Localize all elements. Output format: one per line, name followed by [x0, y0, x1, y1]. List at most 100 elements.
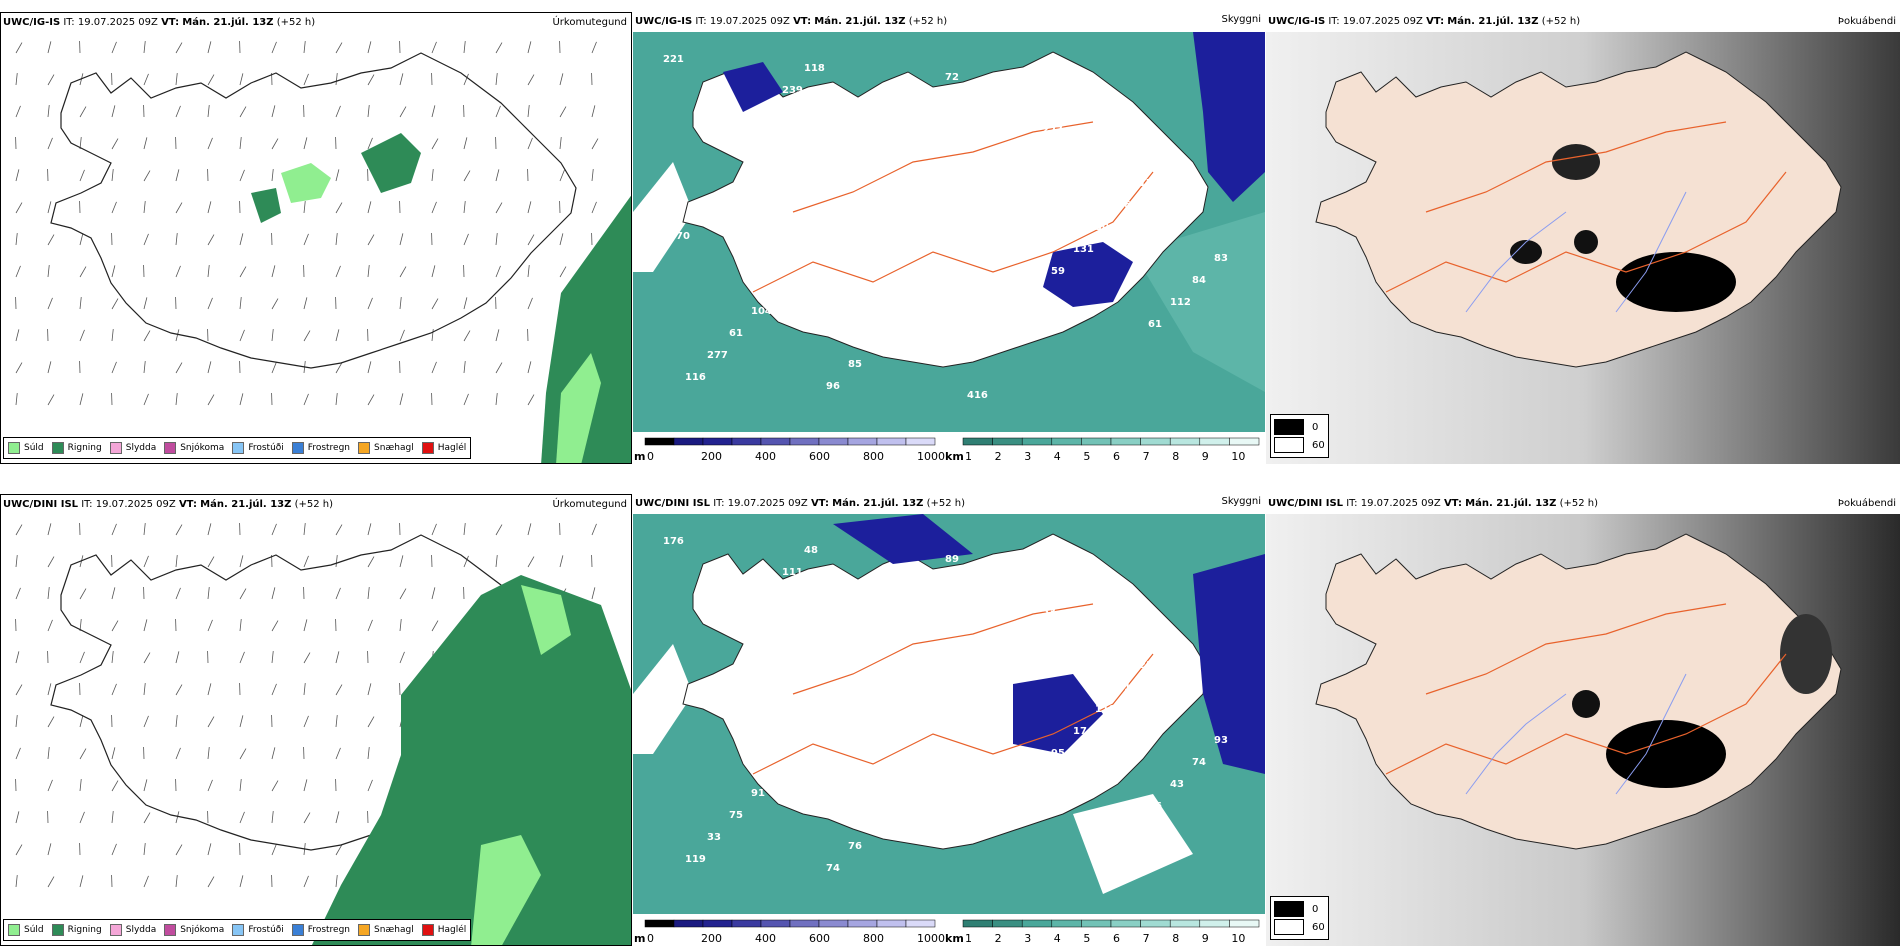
- wind-barb: [47, 619, 53, 632]
- cloud-base-label: 236: [1139, 660, 1160, 671]
- wind-barb: [15, 362, 23, 374]
- wind-barb: [79, 106, 87, 118]
- wind-barb: [207, 843, 212, 856]
- wind-barb: [143, 555, 149, 568]
- cloud-base-label: 293: [879, 138, 900, 149]
- wind-barb: [175, 524, 183, 536]
- wind-barb: [367, 394, 375, 406]
- wind-barb: [79, 393, 84, 406]
- wind-barb: [15, 329, 20, 342]
- wind-barb: [495, 329, 500, 342]
- wind-barb: [271, 843, 277, 856]
- cloud-base-label: 104: [751, 306, 772, 317]
- wind-barb: [175, 747, 181, 760]
- wind-barb: [143, 523, 146, 536]
- height-scale-unit: m: [634, 932, 645, 944]
- legend-item: Snjókoma: [164, 442, 224, 454]
- cloud-base-label: 85: [848, 359, 862, 370]
- visibility-scale-tick: 9: [1202, 450, 1209, 462]
- low-cloud-area: [833, 514, 973, 564]
- legend-swatch: [232, 924, 245, 936]
- wind-barb: [271, 683, 277, 696]
- cloud-panel-top: 221 262 132 98 59 61 116 239 293 119 131 112 277 118 1…: [633, 12, 1265, 464]
- precip-legend: Súld Rigning Slydda Snjókoma Frostúði Frostre…: [3, 437, 472, 459]
- wind-barb: [143, 812, 151, 824]
- wind-barb: [175, 811, 180, 824]
- visibility-scale-swatch: [992, 437, 1023, 446]
- wind-barb: [559, 233, 564, 246]
- wind-barb: [207, 523, 212, 536]
- cloud-base-label: 72: [945, 72, 959, 83]
- cloud-base-label: 277: [707, 350, 728, 361]
- fog-area: [1606, 720, 1726, 788]
- wind-barb: [15, 73, 18, 86]
- wind-barb: [303, 779, 308, 792]
- wind-barb: [207, 361, 212, 374]
- legend-item: Rigning: [51, 924, 102, 936]
- precip-panel-bottom: UWC/DINI ISL IT: 19.07.2025 09Z VT: Mán.…: [0, 494, 632, 946]
- height-scale-swatch: [818, 437, 849, 446]
- wind-barb: [143, 652, 151, 664]
- visibility-scale-unit: km: [945, 932, 964, 944]
- wind-barb: [335, 875, 338, 888]
- cloud-base-label: 118: [804, 63, 825, 74]
- legend-label: Snjókoma: [180, 443, 225, 453]
- visibility-scale-swatch: [962, 437, 993, 446]
- fog-legend-row: 0: [1274, 900, 1325, 918]
- legend-item: Rigning: [51, 442, 102, 454]
- wind-barb: [399, 329, 405, 342]
- wind-barb: [335, 202, 343, 214]
- wind-barb: [271, 523, 277, 536]
- wind-barb: [239, 169, 245, 182]
- legend-label: Snæhagl: [374, 925, 414, 935]
- cloud-base-label: 84: [1192, 275, 1206, 286]
- wind-barb: [111, 620, 119, 632]
- wind-barb: [335, 524, 343, 536]
- visibility-scale-swatch: [1051, 919, 1082, 928]
- wind-barb: [303, 137, 308, 150]
- wind-barb: [79, 715, 84, 728]
- visibility-scale-swatch: [1199, 919, 1230, 928]
- wind-barb: [239, 619, 242, 632]
- wind-barb: [239, 555, 244, 568]
- wind-barb: [79, 588, 87, 600]
- wind-barb: [207, 876, 215, 888]
- wind-barb: [463, 361, 466, 374]
- fog-legend: 0 60: [1270, 414, 1329, 458]
- panel-title: Þokuábendi: [1837, 498, 1896, 509]
- wind-barb: [207, 297, 213, 310]
- cloud-base-label: 56: [901, 598, 915, 609]
- wind-barb: [271, 265, 276, 278]
- wind-barb: [463, 523, 466, 536]
- cloud-base-label: 227: [1042, 125, 1063, 136]
- cloud-base-label: 74: [826, 863, 840, 874]
- cloud-base-label: 239: [782, 85, 803, 96]
- cloud-base-label: 103: [998, 169, 1019, 180]
- legend-item: Frostregn: [291, 924, 350, 936]
- visibility-scale-tick: 3: [1024, 932, 1031, 944]
- cloud-base-label: 174: [1073, 726, 1094, 737]
- wind-barb: [367, 587, 370, 600]
- wind-barb: [15, 233, 18, 246]
- wind-barb: [47, 779, 53, 792]
- wind-barb: [143, 233, 149, 246]
- visibility-scale-tick: 2: [995, 932, 1002, 944]
- cloud-base-label: 116: [685, 372, 706, 383]
- cloud-base-label: 43: [1170, 779, 1184, 790]
- wind-barb: [399, 297, 402, 310]
- wind-barb: [335, 362, 343, 374]
- header-top-middle: UWC/IG-IS IT: 19.07.2025 09Z VT: Mán. 21…: [635, 16, 948, 27]
- road-network: [1385, 603, 1787, 775]
- wind-barb: [47, 523, 52, 536]
- wind-barb: [335, 105, 341, 118]
- wind-barb: [335, 587, 341, 600]
- wind-barb: [239, 748, 247, 760]
- wind-barb: [367, 137, 373, 150]
- visibility-scale-swatch: [1229, 919, 1260, 928]
- legend-label: Snæhagl: [374, 443, 414, 453]
- wind-barb: [15, 844, 23, 856]
- wind-barb: [463, 41, 466, 54]
- wind-barb: [335, 651, 340, 664]
- wind-barb: [367, 779, 373, 792]
- legend-label: Slydda: [125, 443, 157, 453]
